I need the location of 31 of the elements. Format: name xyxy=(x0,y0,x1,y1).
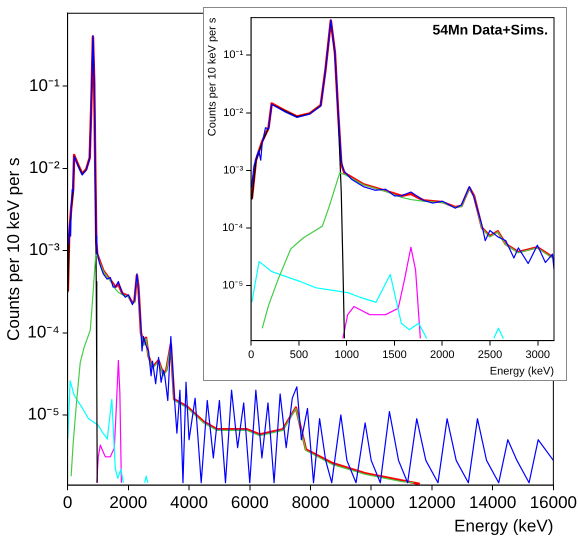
y-tick-label: 10⁻⁴ xyxy=(27,322,60,342)
y-tick-label: 10⁻² xyxy=(29,158,60,178)
y-tick-label: 10⁻⁵ xyxy=(222,279,244,292)
x-tick-label: 6000 xyxy=(230,493,269,512)
y-axis-title: Counts per 10 keV per s xyxy=(4,158,23,341)
x-tick-label: 2500 xyxy=(478,349,502,362)
y-tick-label: 10⁻³ xyxy=(29,240,60,260)
y-tick-label: 10⁻¹ xyxy=(29,76,60,95)
x-tick-label: 16000 xyxy=(530,493,578,512)
x-tick-label: 0 xyxy=(62,493,72,512)
x-tick-label: 10000 xyxy=(348,493,395,512)
x-tick-label: 1500 xyxy=(382,349,407,362)
y-tick-label: 10⁻³ xyxy=(223,164,244,176)
x-tick-label: 4000 xyxy=(170,493,208,512)
y-axis-title: Counts per 10 keV per s xyxy=(206,17,219,136)
x-tick-label: 3000 xyxy=(526,349,550,362)
y-tick-label: 10⁻¹ xyxy=(223,49,244,62)
x-tick-label: 14000 xyxy=(469,493,516,512)
annotation: 54Mn Data+Sims. xyxy=(432,21,548,38)
x-tick-label: 2000 xyxy=(430,349,454,362)
x-tick-label: 500 xyxy=(290,349,308,362)
y-tick-label: 10⁻⁴ xyxy=(222,222,244,234)
x-tick-label: 2000 xyxy=(109,493,148,512)
x-axis-title: Energy (keV) xyxy=(490,365,554,378)
x-tick-label: 0 xyxy=(248,349,254,362)
x-tick-label: 12000 xyxy=(408,493,456,512)
y-tick-label: 10⁻⁵ xyxy=(28,404,60,424)
x-tick-label: 8000 xyxy=(292,493,330,512)
x-tick-label: 1000 xyxy=(334,349,359,362)
x-axis-title: Energy (keV) xyxy=(454,516,554,536)
y-tick-label: 10⁻² xyxy=(223,106,244,119)
